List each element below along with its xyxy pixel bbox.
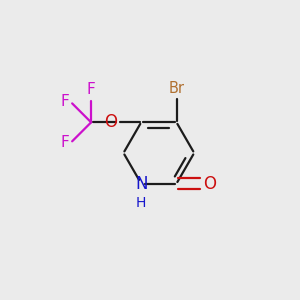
Text: H: H bbox=[136, 196, 146, 210]
Text: F: F bbox=[87, 82, 95, 97]
Text: O: O bbox=[105, 113, 118, 131]
Text: O: O bbox=[203, 175, 216, 193]
Text: F: F bbox=[60, 94, 69, 109]
Text: F: F bbox=[60, 136, 69, 151]
Text: Br: Br bbox=[169, 81, 184, 96]
Text: N: N bbox=[135, 175, 147, 193]
